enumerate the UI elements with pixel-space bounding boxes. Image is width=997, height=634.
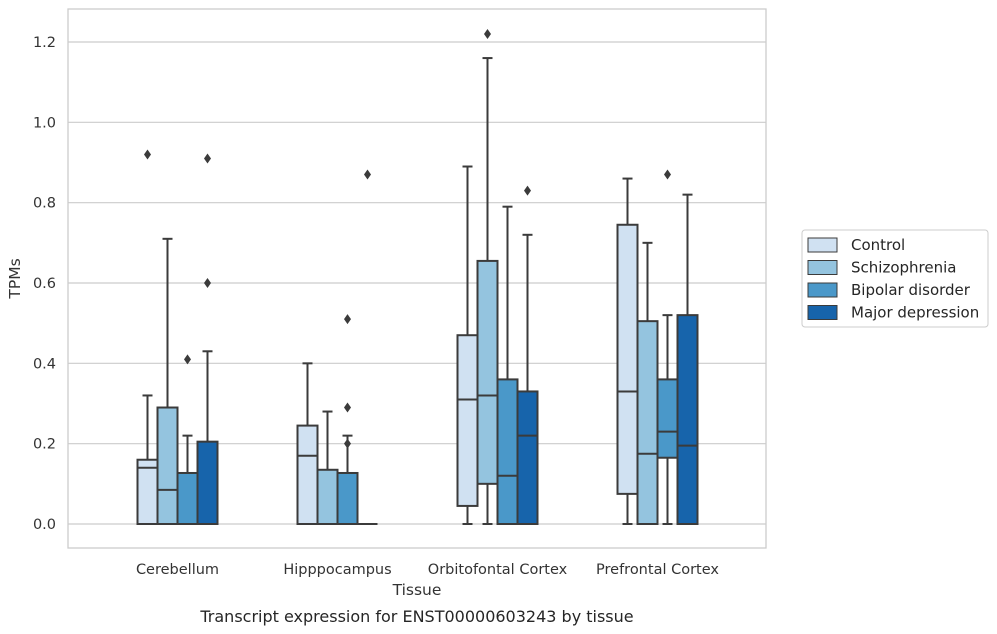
box-body xyxy=(296,424,319,526)
outlier-point xyxy=(344,314,351,325)
box-body xyxy=(336,471,359,526)
gridlines xyxy=(68,41,766,525)
box-schizophrenia xyxy=(476,28,499,525)
box-major-depression xyxy=(516,185,539,526)
x-axis-label: Tissue xyxy=(392,581,442,599)
box-body xyxy=(316,468,339,525)
x-tick-label: Hipppocampus xyxy=(283,562,391,578)
outlier-point xyxy=(524,185,531,196)
plot-area-frame xyxy=(67,8,767,549)
legend-label: Schizophrenia xyxy=(851,259,956,277)
box-bipolar-disorder xyxy=(656,169,679,525)
box-schizophrenia xyxy=(636,241,659,525)
box-major-depression xyxy=(676,193,699,525)
x-tick-label: Prefrontal Cortex xyxy=(596,562,719,578)
legend: Control Schizophrenia Bipolar disorder Majo… xyxy=(801,229,989,328)
box-major-depression xyxy=(196,153,219,525)
outlier-point xyxy=(144,149,151,160)
x-tick-label: Cerebellum xyxy=(136,562,219,578)
outlier-point xyxy=(344,402,351,413)
box-bipolar-disorder xyxy=(176,354,199,526)
y-tick-label: 0.4 xyxy=(33,356,56,372)
box-body xyxy=(676,314,699,525)
legend-label: Control xyxy=(851,236,905,254)
x-axis-ticks: Cerebellum Hipppocampus Orbitofontal Corte… xyxy=(136,562,719,578)
y-tick-label: 1.0 xyxy=(33,115,56,131)
y-axis-ticks: 0.0 0.2 0.4 0.6 0.8 1.0 1.2 xyxy=(33,35,56,533)
legend-label: Major depression xyxy=(851,304,979,322)
x-tick-label: Orbitofontal Cortex xyxy=(428,562,568,578)
box-control xyxy=(136,149,159,526)
chart-caption: Transcript expression for ENST0000060324… xyxy=(199,607,633,626)
outlier-point xyxy=(664,169,671,180)
box-control xyxy=(616,177,639,525)
legend-swatch xyxy=(807,305,838,320)
box-body xyxy=(496,378,519,525)
outlier-point xyxy=(204,278,211,288)
box-bipolar-disorder xyxy=(336,314,359,526)
outlier-point xyxy=(364,169,371,180)
outlier-point xyxy=(484,28,491,39)
box-body xyxy=(476,259,499,485)
legend-frame xyxy=(801,229,989,328)
y-tick-label: 1.2 xyxy=(33,35,56,51)
box-body xyxy=(156,406,179,525)
box-body xyxy=(636,320,659,525)
box-schizophrenia xyxy=(156,237,179,525)
y-tick-label: 0.2 xyxy=(33,437,56,453)
box-body xyxy=(196,440,219,525)
box-body xyxy=(616,223,639,495)
box-major-depression xyxy=(357,169,378,525)
box-bipolar-disorder xyxy=(496,205,519,525)
legend-swatch xyxy=(807,282,838,298)
legend-swatch xyxy=(807,260,838,275)
box-body xyxy=(516,390,539,526)
legend-swatch xyxy=(807,237,838,253)
legend-label: Bipolar disorder xyxy=(851,281,971,299)
box-body xyxy=(656,378,679,459)
box-body xyxy=(136,458,159,526)
box-body xyxy=(456,334,479,507)
outlier-point xyxy=(184,354,191,365)
box-control xyxy=(456,165,479,525)
box-groups xyxy=(136,28,699,526)
box-body xyxy=(176,471,199,526)
y-tick-label: 0.6 xyxy=(33,276,56,292)
outlier-point xyxy=(204,153,211,164)
y-axis-label: TPMs xyxy=(6,258,24,299)
y-tick-label: 0.8 xyxy=(33,196,56,212)
box-schizophrenia xyxy=(316,410,339,525)
outlier-point xyxy=(344,438,351,449)
box-control xyxy=(296,362,319,526)
y-tick-label: 0.0 xyxy=(33,517,56,533)
